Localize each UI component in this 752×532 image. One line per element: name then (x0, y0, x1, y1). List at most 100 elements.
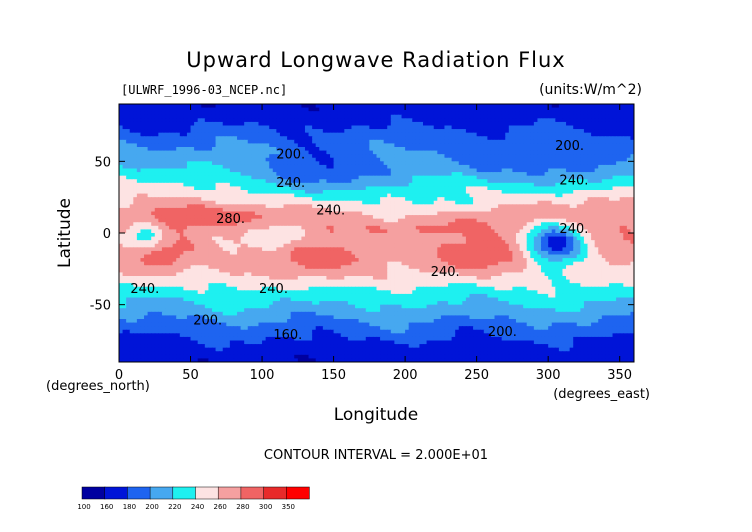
field-cell (555, 147, 560, 152)
field-cell (451, 111, 456, 116)
field-cell (605, 139, 610, 145)
field-cell (351, 204, 356, 209)
field-cell (265, 114, 270, 119)
field-cell (362, 139, 367, 145)
field-cell (333, 161, 338, 166)
field-cell (430, 172, 435, 177)
field-cell (179, 118, 184, 123)
field-cell (587, 190, 592, 195)
field-cell (226, 161, 231, 166)
field-cell (422, 139, 428, 145)
field-cell (469, 172, 474, 177)
field-cell (351, 118, 356, 123)
field-cell (376, 104, 381, 109)
field-cell (616, 157, 621, 162)
field-cell (587, 211, 592, 216)
field-cell (244, 125, 249, 130)
field-cell (211, 143, 217, 148)
field-cell (333, 111, 338, 116)
field-cell (144, 121, 149, 127)
field-cell (194, 168, 199, 173)
field-cell (476, 154, 481, 159)
field-cell (140, 136, 145, 141)
field-cell (594, 175, 599, 180)
field-cell (304, 168, 310, 173)
field-cell (451, 107, 456, 112)
field-cell (408, 147, 413, 152)
field-cell (619, 150, 624, 155)
field-cell (165, 111, 170, 116)
field-cell (119, 197, 124, 202)
field-cell (262, 129, 267, 134)
field-cell (476, 204, 481, 209)
field-cell (390, 207, 395, 213)
field-cell (566, 154, 571, 159)
field-cell (204, 139, 210, 145)
field-cell (154, 179, 159, 184)
field-cell (254, 190, 260, 195)
field-cell (580, 121, 585, 127)
field-cell (126, 215, 131, 220)
field-cell (372, 136, 378, 141)
field-cell (587, 104, 592, 109)
field-cell (355, 222, 360, 227)
field-cell (262, 182, 267, 188)
field-cell (133, 129, 138, 134)
field-cell (254, 107, 260, 112)
field-cell (573, 150, 578, 155)
field-cell (383, 157, 388, 162)
field-cell (283, 197, 288, 202)
field-cell (330, 136, 335, 141)
field-cell (508, 104, 514, 109)
field-cell (498, 164, 503, 170)
field-cell (541, 121, 546, 127)
field-cell (158, 154, 163, 159)
field-cell (347, 157, 353, 162)
field-cell (426, 129, 431, 134)
field-cell (616, 114, 621, 119)
field-cell (626, 168, 632, 173)
field-cell (351, 136, 356, 141)
field-cell (494, 222, 499, 227)
field-cell (222, 168, 227, 173)
field-cell (530, 143, 535, 148)
field-cell (262, 164, 267, 170)
field-cell (419, 107, 424, 112)
field-cell (594, 211, 599, 216)
field-cell (433, 190, 438, 195)
field-cell (179, 200, 184, 205)
field-cell (619, 129, 624, 134)
field-cell (133, 182, 138, 188)
field-cell (462, 114, 467, 119)
field-cell (312, 215, 317, 220)
field-cell (530, 104, 535, 109)
field-cell (376, 143, 381, 148)
field-cell (258, 172, 263, 177)
field-cell (397, 111, 403, 116)
field-cell (287, 193, 292, 198)
field-cell (444, 107, 449, 112)
field-cell (551, 179, 556, 184)
field-cell (608, 132, 614, 137)
field-cell (591, 150, 596, 155)
field-cell (533, 125, 539, 130)
field-cell (551, 114, 556, 119)
field-cell (161, 207, 167, 213)
field-cell (412, 150, 417, 155)
field-cell (297, 172, 302, 177)
field-cell (544, 125, 549, 130)
field-cell (515, 175, 521, 180)
field-cell (444, 197, 449, 202)
field-cell (426, 197, 431, 202)
field-cell (204, 168, 210, 173)
field-cell (566, 107, 571, 112)
field-cell (630, 211, 634, 216)
field-cell (290, 150, 295, 155)
field-cell (551, 118, 556, 123)
field-cell (219, 111, 224, 116)
field-cell (401, 161, 406, 166)
field-cell (387, 197, 392, 202)
field-cell (408, 125, 413, 130)
field-cell (276, 150, 281, 155)
field-cell (147, 150, 152, 155)
